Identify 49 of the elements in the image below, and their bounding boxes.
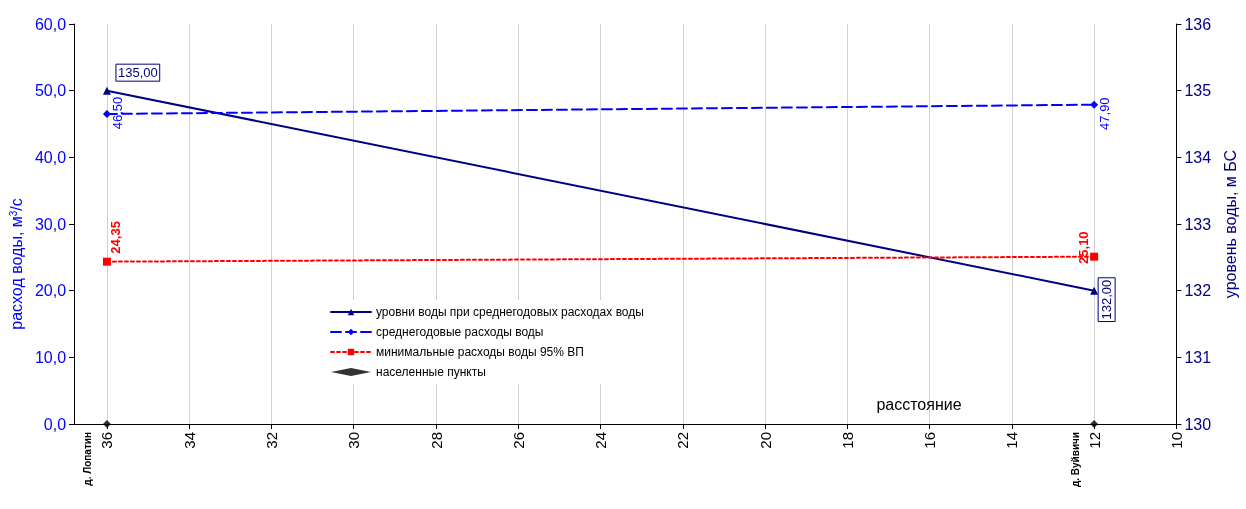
point: [1090, 100, 1099, 109]
x-tick-label: 36: [98, 432, 116, 449]
point: [1090, 252, 1099, 261]
x-tick-label: 12: [1085, 432, 1103, 449]
x-tick-label: 20: [756, 432, 774, 449]
x-axis-title: расстояние: [876, 395, 962, 413]
x-tick-label: 30: [345, 432, 363, 449]
legend-label: уровни воды при среднегодовых расходах воды: [376, 305, 644, 319]
x-tick-label: 28: [427, 432, 445, 449]
y2-axis-title: уровень воды, м БС: [1221, 149, 1239, 299]
y-tick-label: 10,0: [34, 348, 67, 366]
x-tick-label: 16: [921, 432, 939, 449]
data-label: 135,00: [117, 65, 158, 81]
y-tick-label: 0,0: [43, 415, 67, 433]
data-label: 47,90: [1097, 97, 1113, 130]
y2-tick-label: 135: [1184, 82, 1212, 100]
x-tick-label: 18: [838, 432, 856, 449]
y-tick-label: 20,0: [34, 282, 67, 300]
y2-tick-label: 133: [1184, 215, 1212, 233]
y-axis-title: расход воды, м3/с: [7, 198, 25, 330]
y2-tick-label: 131: [1184, 348, 1212, 366]
data-label: 46,50: [109, 96, 125, 130]
point: [102, 257, 111, 266]
annotation: д. Вуйвичи: [1069, 432, 1081, 488]
y2-tick-label: 136: [1184, 15, 1212, 33]
y2-tick-label: 134: [1184, 148, 1212, 166]
y-tick-label: 50,0: [34, 82, 67, 100]
y-tick-label: 40,0: [34, 148, 67, 166]
x-tick-label: 34: [180, 432, 198, 449]
data-label: 24,35: [108, 221, 124, 254]
point: [102, 420, 111, 428]
x-tick-label: 32: [262, 432, 280, 449]
data-label: 132,00: [1099, 279, 1115, 320]
x-tick-label: 14: [1003, 432, 1021, 449]
legend-label: среднегодовые расходы воды: [376, 325, 544, 339]
y-tick-label: 60,0: [34, 15, 67, 33]
point: [1090, 420, 1099, 428]
x-tick-label: 10: [1167, 432, 1185, 449]
x-tick-label: 24: [592, 432, 610, 449]
annotation: д. Лопатин: [82, 432, 94, 486]
data-label: 25,10: [1076, 231, 1092, 264]
x-tick-label: 26: [509, 432, 527, 449]
legend-label: населенные пункты: [376, 365, 486, 379]
y2-tick-label: 132: [1184, 282, 1212, 300]
x-tick-label: 22: [674, 432, 692, 449]
legend-label: минимальные расходы воды 95% ВП: [376, 345, 584, 359]
y-tick-label: 30,0: [34, 215, 67, 233]
y2-tick-label: 130: [1184, 415, 1212, 433]
point: [102, 110, 111, 118]
